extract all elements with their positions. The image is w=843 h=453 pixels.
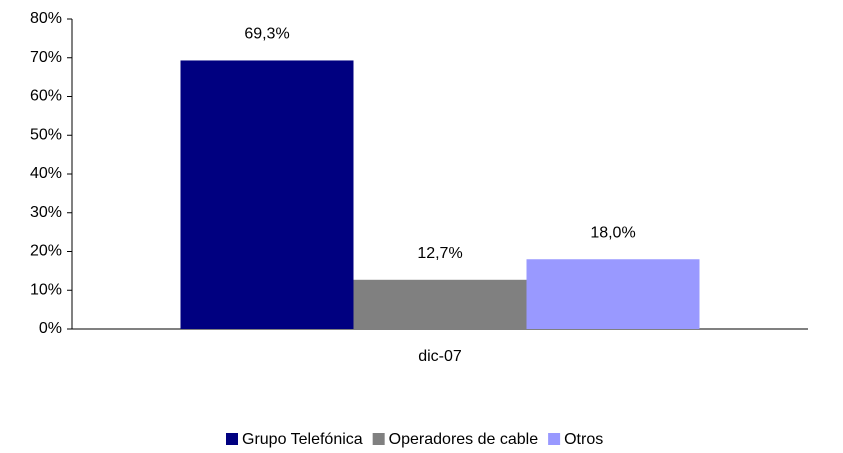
data-label: 12,7% xyxy=(417,245,462,262)
y-tick-label: 40% xyxy=(30,165,62,182)
y-tick-label: 30% xyxy=(30,204,62,221)
y-tick-label: 70% xyxy=(30,49,62,66)
legend-swatch xyxy=(548,433,561,445)
bar xyxy=(180,60,354,330)
data-label: 18,0% xyxy=(590,224,635,241)
y-tick-label: 50% xyxy=(30,126,62,143)
y-tick-label: 0% xyxy=(39,320,62,337)
y-tick-label: 60% xyxy=(30,88,62,105)
y-tick-label: 10% xyxy=(30,281,62,298)
x-tick-label: dic-07 xyxy=(418,348,462,365)
bar xyxy=(526,259,700,329)
legend-label: Grupo Telefónica xyxy=(242,431,363,448)
legend-label: Otros xyxy=(564,431,603,448)
bar xyxy=(353,279,527,329)
legend-swatch xyxy=(226,433,238,445)
data-label: 69,3% xyxy=(244,26,289,43)
legend-label: Operadores de cable xyxy=(389,431,539,448)
legend-swatch xyxy=(372,433,385,445)
y-tick-label: 80% xyxy=(30,10,62,27)
y-tick-label: 20% xyxy=(30,243,62,260)
